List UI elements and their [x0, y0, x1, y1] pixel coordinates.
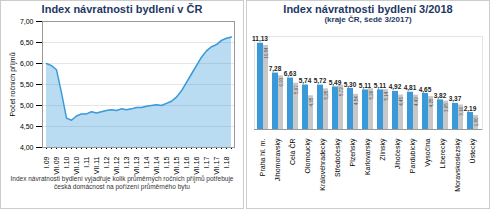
svg-text:VII.10: VII.10 — [73, 156, 80, 174]
svg-text:6,63: 6,63 — [284, 70, 297, 78]
svg-text:I.10: I.10 — [63, 156, 70, 168]
svg-text:Celá ČR: Celá ČR — [288, 139, 296, 165]
svg-text:I.16: I.16 — [183, 156, 190, 168]
svg-text:4,92: 4,92 — [389, 83, 402, 91]
svg-text:5,30: 5,30 — [344, 81, 357, 89]
svg-text:4,35: 4,35 — [309, 97, 314, 106]
svg-text:5,72: 5,72 — [314, 77, 327, 85]
html-text:Index návratnosti bydlení vyja: Index návratnosti bydlení vyjadřuje koli… — [10, 175, 234, 190]
svg-text:5,14: 5,14 — [384, 91, 389, 100]
svg-text:Královéhradecký: Královéhradecký — [319, 138, 327, 191]
svg-text:Jihomoravský: Jihomoravský — [274, 138, 282, 181]
svg-text:VII.09: VII.09 — [53, 156, 60, 174]
svg-text:4,45: 4,45 — [399, 97, 404, 106]
svg-text:6,50: 6,50 — [20, 39, 34, 46]
html-text:Index návratnosti bydlení v ČR: Index návratnosti bydlení v ČR — [41, 3, 203, 15]
svg-text:4,25: 4,25 — [429, 98, 434, 107]
svg-text:I.14: I.14 — [143, 156, 150, 168]
svg-text:6,00: 6,00 — [20, 60, 34, 67]
svg-text:VII.13: VII.13 — [133, 156, 140, 174]
svg-text:Pardubický: Pardubický — [409, 138, 417, 173]
svg-text:4,54: 4,54 — [354, 96, 359, 105]
svg-text:3,65: 3,65 — [444, 103, 449, 112]
svg-text:Středočeský: Středočeský — [334, 138, 342, 177]
svg-text:Zlínský: Zlínský — [379, 138, 387, 161]
svg-text:6,93: 6,93 — [279, 77, 284, 86]
svg-text:11,13: 11,13 — [252, 35, 268, 43]
svg-text:Praha hl. m.: Praha hl. m. — [259, 138, 266, 176]
svg-text:5,74: 5,74 — [299, 77, 312, 85]
svg-text:VII.11: VII.11 — [93, 156, 100, 174]
svg-text:Moravskoslezský: Moravskoslezský — [454, 138, 462, 192]
svg-text:5,11: 5,11 — [359, 82, 372, 90]
svg-text:5,25: 5,25 — [324, 90, 329, 99]
svg-text:I.12: I.12 — [103, 156, 110, 168]
svg-text:5,50: 5,50 — [20, 81, 34, 88]
svg-text:4,43: 4,43 — [414, 97, 419, 106]
svg-text:Plzeňský: Plzeňský — [349, 138, 357, 167]
svg-text:VII.17: VII.17 — [213, 156, 220, 174]
svg-text:Olomoucký: Olomoucký — [304, 138, 312, 174]
svg-text:1,80: 1,80 — [474, 117, 479, 126]
svg-text:Liberecký: Liberecký — [439, 138, 447, 168]
svg-text:4,81: 4,81 — [404, 84, 417, 92]
svg-text:5,11: 5,11 — [374, 82, 387, 90]
svg-text:3,16: 3,16 — [459, 107, 464, 116]
svg-text:4,50: 4,50 — [20, 123, 34, 130]
svg-text:Vysočina: Vysočina — [424, 138, 432, 166]
svg-text:Ústecký: Ústecký — [468, 138, 477, 163]
svg-text:5,26: 5,26 — [369, 90, 374, 99]
svg-text:Karlovarský: Karlovarský — [364, 138, 372, 175]
svg-text:7,28: 7,28 — [269, 65, 282, 73]
svg-text:VII.15: VII.15 — [173, 156, 180, 174]
html-text:(kraje ČR, šedě 3/2017): (kraje ČR, šedě 3/2017) — [324, 15, 412, 24]
svg-text:7,00: 7,00 — [20, 18, 34, 25]
svg-text:3,82: 3,82 — [434, 92, 447, 100]
svg-text:I.18: I.18 — [223, 156, 230, 168]
svg-text:Počet ročních příjmů: Počet ročních příjmů — [9, 52, 17, 116]
svg-text:3,37: 3,37 — [449, 95, 462, 103]
svg-text:I.11: I.11 — [83, 156, 90, 167]
svg-text:I.17: I.17 — [203, 156, 210, 168]
svg-text:2,19: 2,19 — [464, 105, 477, 113]
svg-text:VII.14: VII.14 — [153, 156, 160, 174]
svg-text:I.15: I.15 — [163, 156, 170, 168]
svg-text:VII.12: VII.12 — [113, 156, 120, 174]
html-text:Index návratnosti bydlení 3/20: Index návratnosti bydlení 3/2018 — [283, 3, 453, 15]
svg-text:I.09: I.09 — [43, 156, 50, 168]
svg-text:10,84: 10,84 — [264, 47, 269, 59]
svg-text:4,00: 4,00 — [20, 144, 34, 151]
svg-text:I.13: I.13 — [123, 156, 130, 168]
svg-text:5,00: 5,00 — [20, 102, 34, 109]
svg-text:VII.16: VII.16 — [193, 156, 200, 174]
svg-text:5,72: 5,72 — [339, 87, 344, 96]
svg-text:4,65: 4,65 — [419, 86, 432, 94]
svg-text:5,49: 5,49 — [329, 79, 342, 87]
svg-text:5,97: 5,97 — [294, 85, 299, 94]
svg-text:Jihočeský: Jihočeský — [394, 138, 402, 169]
